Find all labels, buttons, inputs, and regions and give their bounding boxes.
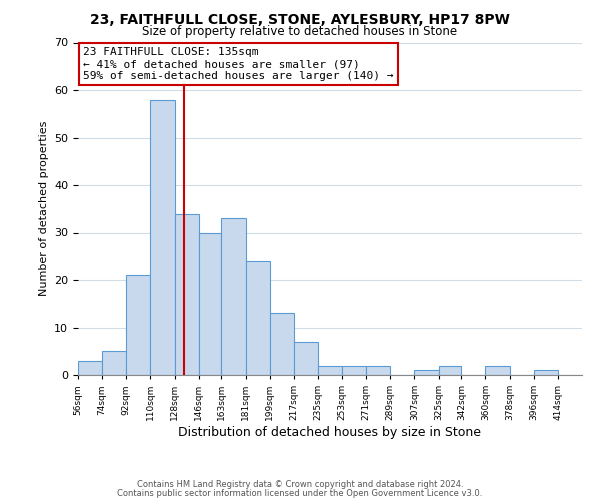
Bar — [199, 232, 221, 375]
Bar — [366, 366, 391, 375]
Bar — [415, 370, 439, 375]
Text: Size of property relative to detached houses in Stone: Size of property relative to detached ho… — [142, 25, 458, 38]
X-axis label: Distribution of detached houses by size in Stone: Distribution of detached houses by size … — [179, 426, 482, 439]
Text: Contains public sector information licensed under the Open Government Licence v3: Contains public sector information licen… — [118, 488, 482, 498]
Bar — [221, 218, 245, 375]
Text: Contains HM Land Registry data © Crown copyright and database right 2024.: Contains HM Land Registry data © Crown c… — [137, 480, 463, 489]
Bar — [126, 275, 151, 375]
Bar — [485, 366, 509, 375]
Bar — [342, 366, 366, 375]
Bar — [78, 361, 102, 375]
Bar — [534, 370, 558, 375]
Bar — [318, 366, 342, 375]
Bar — [175, 214, 199, 375]
Bar — [269, 313, 294, 375]
Text: 23 FAITHFULL CLOSE: 135sqm
← 41% of detached houses are smaller (97)
59% of semi: 23 FAITHFULL CLOSE: 135sqm ← 41% of deta… — [83, 48, 394, 80]
Bar — [439, 366, 461, 375]
Y-axis label: Number of detached properties: Number of detached properties — [38, 121, 49, 296]
Text: 23, FAITHFULL CLOSE, STONE, AYLESBURY, HP17 8PW: 23, FAITHFULL CLOSE, STONE, AYLESBURY, H… — [90, 12, 510, 26]
Bar — [102, 351, 126, 375]
Bar — [294, 342, 318, 375]
Bar — [245, 261, 269, 375]
Bar — [151, 100, 175, 375]
